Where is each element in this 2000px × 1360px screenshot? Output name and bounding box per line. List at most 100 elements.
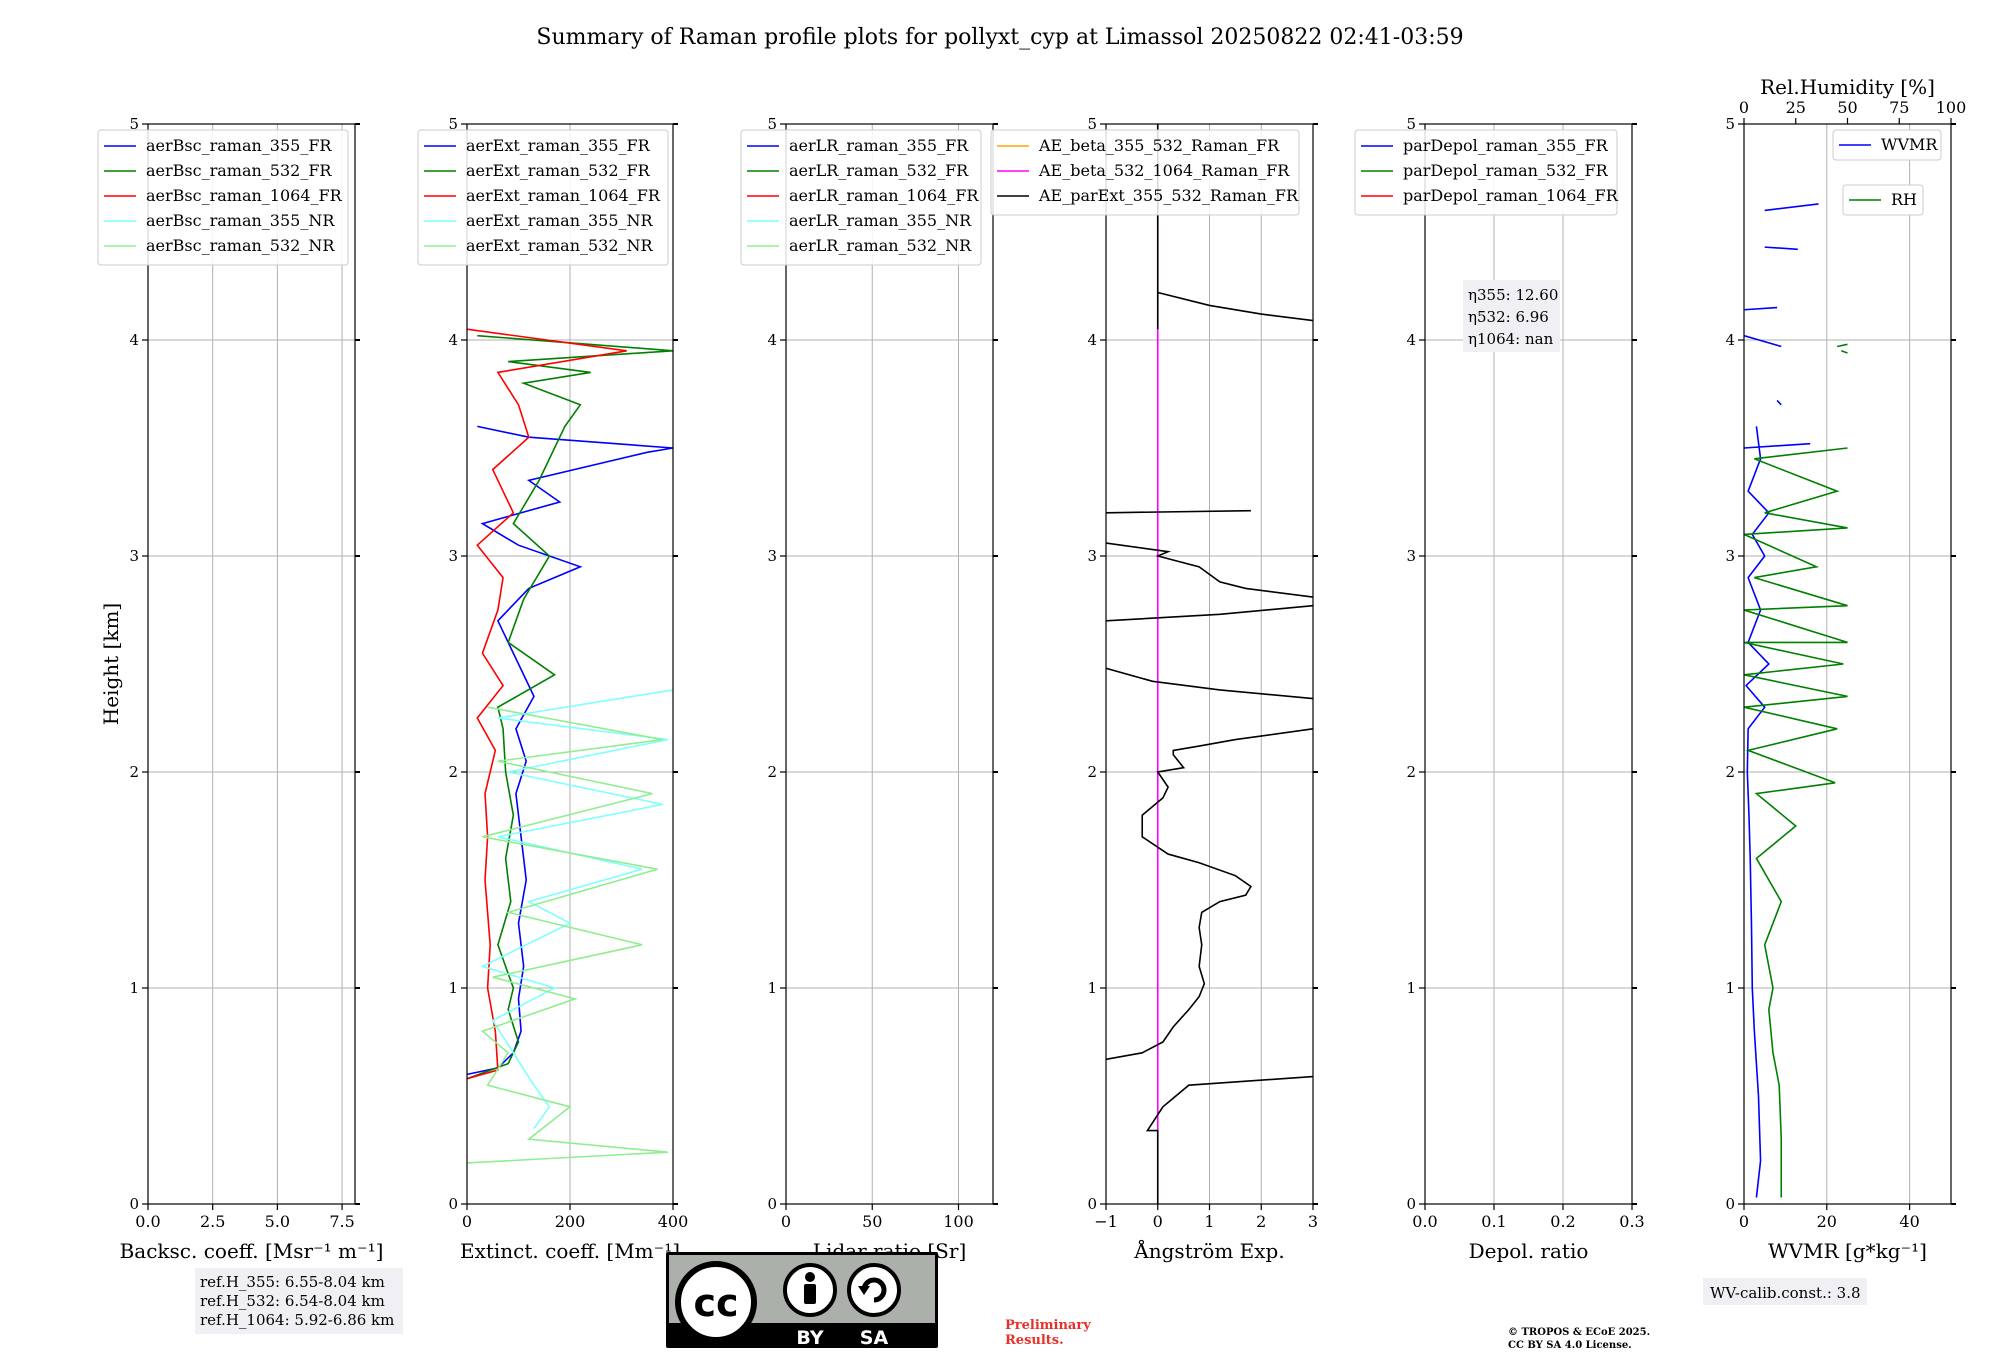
- legend-label: aerExt_raman_532_FR: [466, 161, 651, 180]
- x-tick-label: 40: [1899, 1212, 1919, 1231]
- series-line-AE_parExt_355_532_Raman_FR: [1145, 1075, 1313, 1204]
- legend-label: aerExt_raman_532_NR: [466, 236, 654, 255]
- y-tick-label: 3: [1725, 547, 1735, 565]
- x-tick-label: 0.0: [135, 1212, 160, 1231]
- x-tick-label: 0: [781, 1212, 791, 1231]
- legend-box: [990, 129, 1300, 216]
- y-tick-label: 0: [767, 1195, 777, 1213]
- panels: 0 1 2 3 4 5 0.0 2.5 5.0 7.5 Backsc. coeff. [Msr⁻¹ …: [97, 75, 1966, 1263]
- x-tick-label: 3: [1308, 1212, 1318, 1231]
- by-person-icon: [783, 1263, 837, 1317]
- ref-height-532: ref.H_532: 6.54-8.04 km: [200, 1292, 385, 1310]
- legend-label: parDepol_raman_532_FR: [1403, 161, 1609, 180]
- series-line-WVMR: [1764, 246, 1798, 251]
- y-tick-label: 4: [129, 331, 139, 349]
- y-tick-label: 3: [1406, 547, 1416, 565]
- series-line-WVMR: [1776, 399, 1782, 406]
- x-axis-label: Backsc. coeff. [Msr⁻¹ m⁻¹]: [120, 1239, 384, 1263]
- series-line-RH: [1841, 350, 1848, 354]
- y-tick-label: 2: [448, 763, 458, 781]
- x2-axis-label: Rel.Humidity [%]: [1760, 75, 1935, 99]
- legend-label: aerExt_raman_355_NR: [466, 211, 654, 230]
- legend-label: WVMR: [1881, 135, 1938, 154]
- series-line-WVMR: [1744, 426, 1770, 1198]
- series-line-aerExt_raman_532_FR: [467, 334, 673, 1080]
- x-tick-label: 0.0: [1412, 1212, 1437, 1231]
- x-axis-label: Ångström Exp.: [1133, 1238, 1284, 1263]
- y-tick-label: 5: [1087, 115, 1097, 133]
- by-label: BY: [796, 1327, 823, 1349]
- x-tick-label: −1: [1094, 1212, 1118, 1231]
- y-tick-label: 3: [129, 547, 139, 565]
- y-tick-label: 3: [1087, 547, 1097, 565]
- legend-label: aerLR_raman_1064_FR: [789, 186, 979, 205]
- plot-area: [467, 328, 673, 1164]
- legend-box: [1832, 129, 1942, 161]
- x-tick-label: 5.0: [265, 1212, 290, 1231]
- series-line-WVMR: [1744, 334, 1782, 348]
- axes-frame: [1743, 123, 1952, 1205]
- legend-label: parDepol_raman_355_FR: [1403, 136, 1609, 155]
- y-axis-label: Height [km]: [99, 603, 123, 725]
- y-tick-label: 5: [1725, 115, 1735, 133]
- ref-height-355: ref.H_355: 6.55-8.04 km: [200, 1273, 385, 1291]
- y-tick-label: 0: [129, 1195, 139, 1213]
- x-tick-label: 0: [1153, 1212, 1163, 1231]
- y-tick-label: 2: [1406, 763, 1416, 781]
- legend-label: aerBsc_raman_1064_FR: [146, 186, 343, 205]
- series-line-AE_parExt_355_532_Raman_FR: [1106, 728, 1313, 1061]
- y-tick-label: 1: [129, 979, 139, 997]
- y-tick-label: 2: [1087, 763, 1097, 781]
- x-tick-label: 100: [943, 1212, 974, 1231]
- eta-box: [1463, 280, 1560, 352]
- eta-annotation: η1064: nan: [1468, 330, 1554, 348]
- series-line-AE_parExt_355_532_Raman_FR: [1106, 542, 1313, 598]
- y-tick-label: 0: [1725, 1195, 1735, 1213]
- legend-label: aerBsc_raman_532_FR: [146, 161, 332, 180]
- x-axis-label: Depol. ratio: [1469, 1239, 1589, 1263]
- axes-frame: [1424, 123, 1633, 1205]
- series-line-AE_parExt_355_532_Raman_FR: [1156, 291, 1313, 330]
- plot-area: [1744, 203, 1848, 1198]
- x2-tick-label: 75: [1889, 98, 1909, 117]
- sa-label: SA: [860, 1327, 889, 1349]
- wv-calib-text: WV-calib.const.: 3.8: [1710, 1284, 1861, 1302]
- copyright-line-1: © TROPOS & ECoE 2025.: [1508, 1327, 1650, 1338]
- y-tick-label: 5: [1406, 115, 1416, 133]
- wv-calib-box: WV-calib.const.: 3.8: [1703, 1278, 1867, 1305]
- y-tick-label: 1: [1406, 979, 1416, 997]
- axes-frame: [785, 123, 994, 1205]
- ref-height-1064: ref.H_1064: 5.92-6.86 km: [200, 1311, 394, 1329]
- axes-frame: [147, 123, 356, 1205]
- cc-logo-text: cc: [693, 1281, 738, 1325]
- series-line-AE_parExt_355_532_Raman_FR: [1106, 667, 1313, 700]
- y-tick-label: 5: [448, 115, 458, 133]
- x-axis-label: Extinct. coeff. [Mm⁻¹]: [460, 1239, 680, 1263]
- series-line-aerExt_raman_532_NR: [467, 706, 668, 1164]
- x2-tick-label: 100: [1936, 98, 1967, 117]
- x-tick-label: 50: [862, 1212, 882, 1231]
- y-tick-label: 0: [1406, 1195, 1416, 1213]
- series-line-aerExt_raman_355_FR: [467, 425, 673, 1076]
- series-line-aerExt_raman_355_NR: [480, 689, 673, 1129]
- y-tick-label: 1: [448, 979, 458, 997]
- legend-box: [417, 129, 669, 266]
- ref-heights-box: ref.H_355: 6.55-8.04 km ref.H_532: 6.54-…: [195, 1268, 403, 1334]
- legend-label: aerBsc_raman_355_NR: [146, 211, 335, 230]
- x-tick-label: 2.5: [200, 1212, 225, 1231]
- y-tick-label: 2: [129, 763, 139, 781]
- x2-tick-label: 0: [1739, 98, 1749, 117]
- preliminary-line-2: Results.: [1005, 1333, 1064, 1348]
- legend-label: aerLR_raman_532_FR: [789, 161, 969, 180]
- legend-label: AE_beta_355_532_Raman_FR: [1038, 136, 1280, 155]
- eta-annotation: η355: 12.60: [1468, 286, 1558, 304]
- y-tick-label: 0: [1087, 1195, 1097, 1213]
- series-line-AE_parExt_355_532_Raman_FR: [1106, 509, 1251, 514]
- y-tick-label: 0: [448, 1195, 458, 1213]
- legend-box: [740, 129, 982, 266]
- series-line-RH: [1836, 343, 1848, 348]
- legend-label: aerExt_raman_1064_FR: [466, 186, 661, 205]
